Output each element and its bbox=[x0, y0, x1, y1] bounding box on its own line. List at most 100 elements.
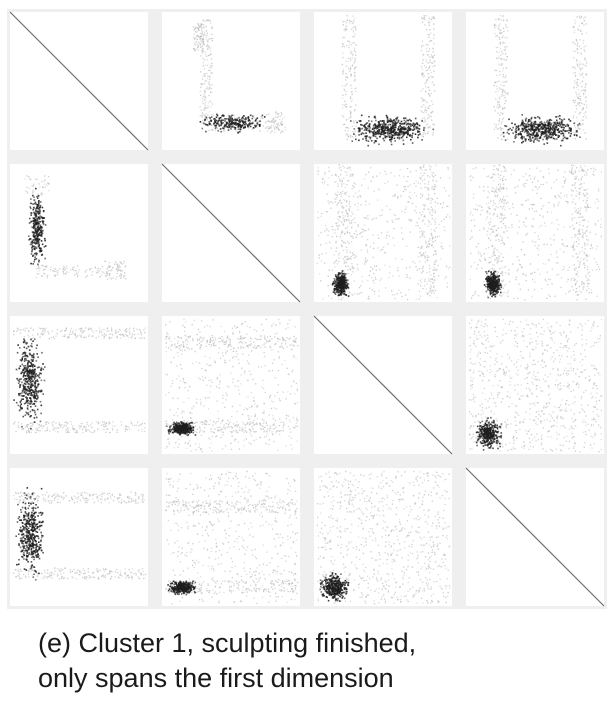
scatter-point bbox=[493, 205, 494, 206]
scatter-point bbox=[348, 196, 349, 197]
scatter-point bbox=[571, 218, 572, 219]
scatter-point bbox=[552, 128, 554, 130]
scatter-point bbox=[345, 85, 346, 86]
scatter-point bbox=[493, 269, 494, 270]
scatter-point bbox=[332, 236, 333, 237]
scatter-point bbox=[577, 95, 578, 96]
scatter-point bbox=[555, 196, 556, 197]
scatter-point bbox=[519, 227, 520, 228]
scatter-point bbox=[508, 119, 510, 121]
scatter-point bbox=[111, 269, 112, 270]
scatter-point bbox=[432, 134, 433, 135]
scatter-point bbox=[560, 193, 561, 194]
scatter-point bbox=[585, 275, 586, 276]
scatter-point bbox=[374, 291, 375, 292]
scatter-point bbox=[495, 19, 496, 20]
scatter-point bbox=[271, 126, 272, 127]
scatter-point bbox=[345, 60, 346, 61]
scatter-point bbox=[500, 175, 501, 176]
scatter-point bbox=[586, 236, 587, 237]
scatter-point bbox=[377, 188, 378, 189]
scatter-point bbox=[422, 72, 423, 73]
scatter-point bbox=[527, 199, 528, 200]
scatter-point bbox=[425, 121, 426, 122]
scatter-point bbox=[350, 51, 351, 52]
scatter-point bbox=[317, 217, 318, 218]
scatter-point bbox=[361, 185, 362, 186]
scatter-point bbox=[526, 132, 528, 134]
scatter-point bbox=[524, 299, 525, 300]
scatter-point bbox=[345, 134, 346, 135]
scatter-point bbox=[431, 77, 432, 78]
scatter-point bbox=[50, 267, 51, 268]
scatter-point bbox=[425, 44, 426, 45]
scatter-point bbox=[547, 128, 549, 130]
scatter-point bbox=[576, 176, 577, 177]
scatter-point bbox=[357, 209, 358, 210]
scatter-point bbox=[35, 235, 37, 237]
scatter-point bbox=[210, 106, 211, 107]
scatter-point bbox=[194, 28, 195, 29]
scatter-point bbox=[584, 166, 585, 167]
scatter-point bbox=[347, 130, 348, 131]
scatter-point bbox=[539, 117, 541, 119]
scatter-point bbox=[338, 273, 340, 275]
scatter-point bbox=[391, 144, 393, 146]
scatter-point bbox=[365, 132, 367, 134]
scatter-point bbox=[345, 227, 346, 228]
scatter-point bbox=[558, 203, 559, 204]
scatter-point bbox=[340, 233, 341, 234]
scatter-point bbox=[342, 270, 344, 272]
scatter-point bbox=[224, 130, 225, 131]
scatter-point bbox=[333, 291, 335, 293]
scatter-point bbox=[389, 124, 391, 126]
scatter-point bbox=[535, 186, 536, 187]
scatter-point bbox=[351, 88, 352, 89]
scatter-point bbox=[502, 294, 503, 295]
scatter-point bbox=[355, 184, 356, 185]
scatter-point bbox=[434, 264, 435, 265]
scatter-point bbox=[376, 270, 377, 271]
scatter-point bbox=[344, 283, 346, 285]
scatter-point bbox=[470, 279, 471, 280]
scatter-point bbox=[360, 285, 361, 286]
scatter-point bbox=[584, 252, 585, 253]
scatter-point bbox=[359, 293, 360, 294]
scatter-point bbox=[208, 82, 209, 83]
scatter-point bbox=[317, 167, 318, 168]
scatter-point bbox=[430, 289, 431, 290]
scatter-point bbox=[578, 276, 579, 277]
scatter-point bbox=[201, 27, 202, 28]
scatter-point bbox=[586, 172, 587, 173]
scatter-point bbox=[234, 123, 236, 125]
scatter-point bbox=[344, 263, 345, 264]
scatter-point bbox=[484, 168, 485, 169]
scatter-point bbox=[583, 194, 584, 195]
scatter-point bbox=[503, 95, 504, 96]
scatter-point bbox=[274, 123, 275, 124]
scatter-point bbox=[538, 125, 540, 127]
scatter-point bbox=[380, 250, 381, 251]
scatter-point bbox=[434, 65, 435, 66]
scatter-point bbox=[342, 43, 343, 44]
scatter-point bbox=[38, 239, 40, 241]
scatter-point bbox=[549, 173, 550, 174]
scatter-point bbox=[219, 125, 221, 127]
scatter-point bbox=[348, 295, 350, 297]
scatter-point bbox=[537, 269, 538, 270]
scatter-point bbox=[346, 262, 347, 263]
scatter-point bbox=[481, 255, 482, 256]
scatter-point bbox=[386, 126, 388, 128]
scatter-point bbox=[494, 260, 495, 261]
scatter-point bbox=[391, 136, 393, 138]
scatter-point bbox=[518, 133, 520, 135]
scatter-point bbox=[344, 219, 345, 220]
scatter-point bbox=[420, 197, 421, 198]
scatter-point bbox=[196, 36, 197, 37]
scatter-point bbox=[392, 276, 393, 277]
scatter-point bbox=[502, 70, 503, 71]
scatter-point bbox=[497, 274, 498, 275]
scatter-point bbox=[414, 263, 415, 264]
scatter-point bbox=[35, 252, 37, 254]
scatter-point bbox=[378, 144, 380, 146]
